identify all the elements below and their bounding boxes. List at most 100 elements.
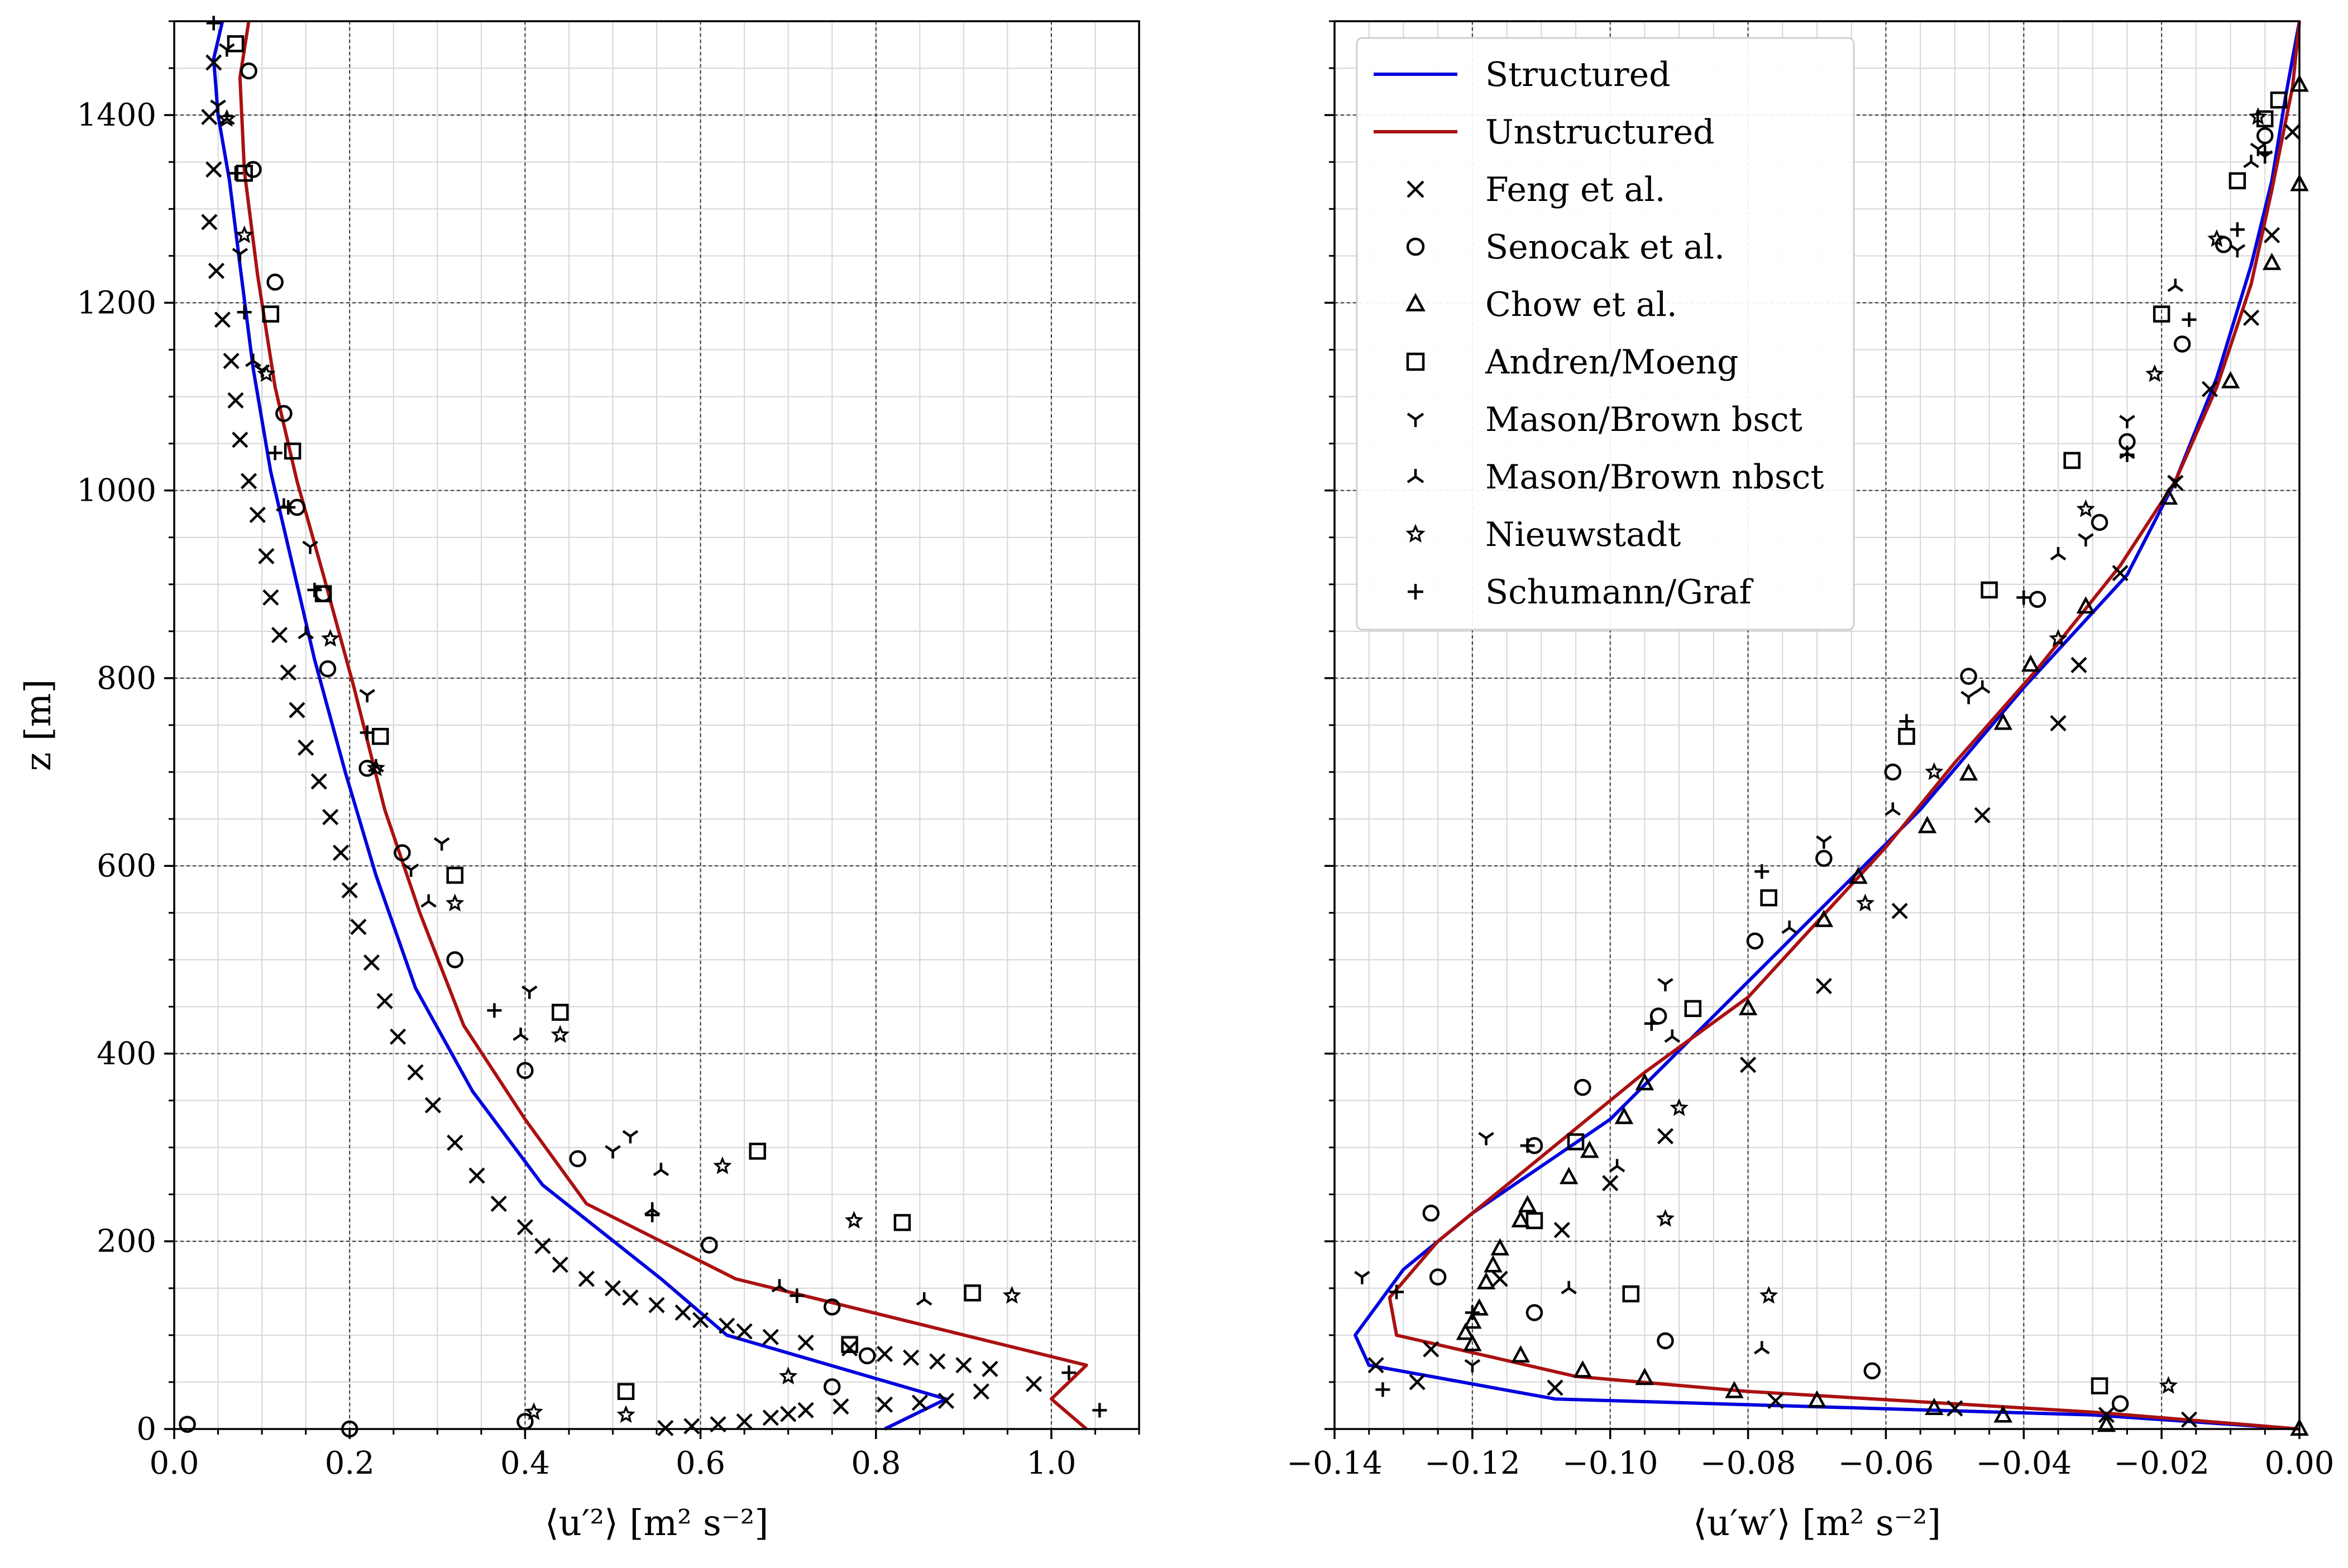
right-point-schumann-graf xyxy=(1520,1138,1535,1153)
left-series-nieuwstadt xyxy=(217,109,1021,1423)
left-point-senocak-et-al xyxy=(394,844,411,861)
right-point-nieuwstadt xyxy=(1670,1098,1689,1116)
right-point-schumann-graf xyxy=(2230,222,2245,237)
left-point-nieuwstadt xyxy=(366,758,386,776)
left-point-feng-et-al xyxy=(692,1312,709,1329)
left-point-nieuwstadt xyxy=(217,109,236,127)
left-point-feng-et-al xyxy=(604,1280,621,1297)
left-point-feng-et-al xyxy=(205,54,222,71)
left-point-feng-et-al xyxy=(841,1340,858,1357)
left-point-feng-et-al xyxy=(350,918,367,936)
left-point-andren-moeng xyxy=(841,1336,858,1353)
right-point-schumann-graf xyxy=(2258,145,2273,160)
right-point-senocak-et-al xyxy=(1429,1268,1447,1286)
right-point-chow-et-al xyxy=(2221,371,2240,389)
right-point-mason-brown-bsct xyxy=(2078,533,2094,547)
right-point-feng-et-al xyxy=(1815,977,1832,995)
left-x-tick-label: 1.0 xyxy=(1026,1445,1076,1481)
right-point-feng-et-al xyxy=(1891,903,1908,919)
left-point-schumann-graf xyxy=(487,1003,502,1018)
left-point-senocak-et-al xyxy=(823,1378,841,1396)
left-y-tick-label: 1200 xyxy=(76,285,156,321)
right-point-chow-et-al xyxy=(1463,1311,1482,1329)
right-point-mason-brown-bsct xyxy=(2229,244,2246,258)
legend-label-chow-et-al: Chow et al. xyxy=(1485,285,1677,324)
left-point-nieuwstadt xyxy=(551,1025,570,1043)
left-point-feng-et-al xyxy=(205,161,222,178)
right-point-chow-et-al xyxy=(1463,1334,1482,1351)
left-point-nieuwstadt xyxy=(321,629,340,647)
left-point-feng-et-al xyxy=(258,548,275,564)
legend-label-feng-et-al: Feng et al. xyxy=(1485,170,1666,209)
right-point-feng-et-al xyxy=(1423,1341,1440,1358)
left-point-mason-brown-bsct xyxy=(359,689,375,703)
right-x-tick-label: −0.10 xyxy=(1562,1445,1658,1481)
left-point-mason-brown-bsct xyxy=(605,1145,621,1159)
right-series-mason-brown-bsct xyxy=(1354,142,2273,1373)
left-point-senocak-et-al xyxy=(701,1236,718,1254)
left-point-feng-et-al xyxy=(762,1409,779,1426)
left-point-feng-et-al xyxy=(298,739,314,756)
right-point-feng-et-al xyxy=(2180,1411,2198,1428)
right-point-chow-et-al xyxy=(2097,1414,2116,1432)
right-point-senocak-et-al xyxy=(2029,591,2046,608)
left-point-nieuwstadt xyxy=(1002,1286,1021,1304)
right-point-feng-et-al xyxy=(2050,715,2067,732)
right-point-chow-et-al xyxy=(1807,1390,1826,1408)
right-series-senocak-et-al xyxy=(1422,127,2274,1412)
left-point-feng-et-al xyxy=(683,1418,700,1435)
left-point-senocak-et-al xyxy=(569,1150,586,1168)
left-point-feng-et-al xyxy=(240,473,257,490)
right-point-andren-moeng xyxy=(1526,1212,1543,1229)
right-point-feng-et-al xyxy=(1602,1174,1619,1192)
right-point-feng-et-al xyxy=(1547,1379,1563,1396)
right-point-nieuwstadt xyxy=(1759,1286,1778,1304)
left-point-feng-et-al xyxy=(622,1289,639,1306)
right-point-feng-et-al xyxy=(2112,565,2129,582)
left-point-feng-et-al xyxy=(648,1297,665,1313)
right-point-senocak-et-al xyxy=(2111,1395,2129,1412)
left-y-tick-label: 400 xyxy=(97,1035,156,1072)
left-point-senocak-et-al xyxy=(240,62,257,80)
right-ticks: −0.14 −0.12 −0.10 −0.08 −0.06 −0.04 −0.02 0.00 xyxy=(1287,20,2334,1481)
right-point-chow-et-al xyxy=(1814,909,1834,927)
left-point-schumann-graf xyxy=(1061,1365,1077,1380)
left-point-andren-moeng xyxy=(284,442,302,460)
left-point-feng-et-al xyxy=(208,262,224,279)
left-point-feng-et-al xyxy=(876,1396,893,1413)
right-x-tick-label: −0.14 xyxy=(1287,1445,1383,1481)
left-point-mason-brown-nbsct xyxy=(298,626,314,640)
left-point-feng-et-al xyxy=(468,1167,485,1184)
left-point-feng-et-al xyxy=(675,1304,691,1321)
right-point-schumann-graf xyxy=(2120,447,2135,462)
right-point-senocak-et-al xyxy=(1422,1205,1440,1222)
right-x-tick-label: −0.02 xyxy=(2113,1445,2210,1481)
right-point-chow-et-al xyxy=(1559,1167,1579,1185)
right-point-senocak-et-al xyxy=(2173,335,2191,353)
right-point-mason-brown-nbsct xyxy=(2167,279,2184,292)
right-point-andren-moeng xyxy=(2270,91,2288,109)
right-point-senocak-et-al xyxy=(2215,236,2232,253)
right-point-feng-et-al xyxy=(2264,227,2280,243)
right-point-andren-moeng xyxy=(1981,581,1998,599)
left-point-feng-et-al xyxy=(249,506,266,523)
right-point-senocak-et-al xyxy=(2091,514,2108,531)
right-point-chow-et-al xyxy=(1635,1073,1654,1091)
left-point-feng-et-al xyxy=(262,589,279,606)
right-point-mason-brown-nbsct xyxy=(1664,1029,1681,1043)
left-point-feng-et-al xyxy=(201,214,218,231)
left-point-feng-et-al xyxy=(376,992,393,1009)
legend-label-structured: Structured xyxy=(1485,55,1671,94)
left-point-schumann-graf xyxy=(267,445,283,461)
right-point-chow-et-al xyxy=(1738,998,1758,1015)
legend-marker-chow-et-al xyxy=(1405,292,1426,311)
left-series-schumann-graf xyxy=(206,16,1107,1418)
left-y-tick-label: 1400 xyxy=(76,97,156,133)
right-point-chow-et-al xyxy=(2076,596,2096,614)
right-point-chow-et-al xyxy=(1925,1397,1944,1416)
right-point-feng-et-al xyxy=(1974,807,1991,824)
left-point-senocak-et-al xyxy=(319,660,337,678)
right-x-tick-label: −0.12 xyxy=(1424,1445,1520,1481)
right-point-senocak-et-al xyxy=(1526,1304,1543,1321)
left-point-feng-et-al xyxy=(223,353,240,370)
